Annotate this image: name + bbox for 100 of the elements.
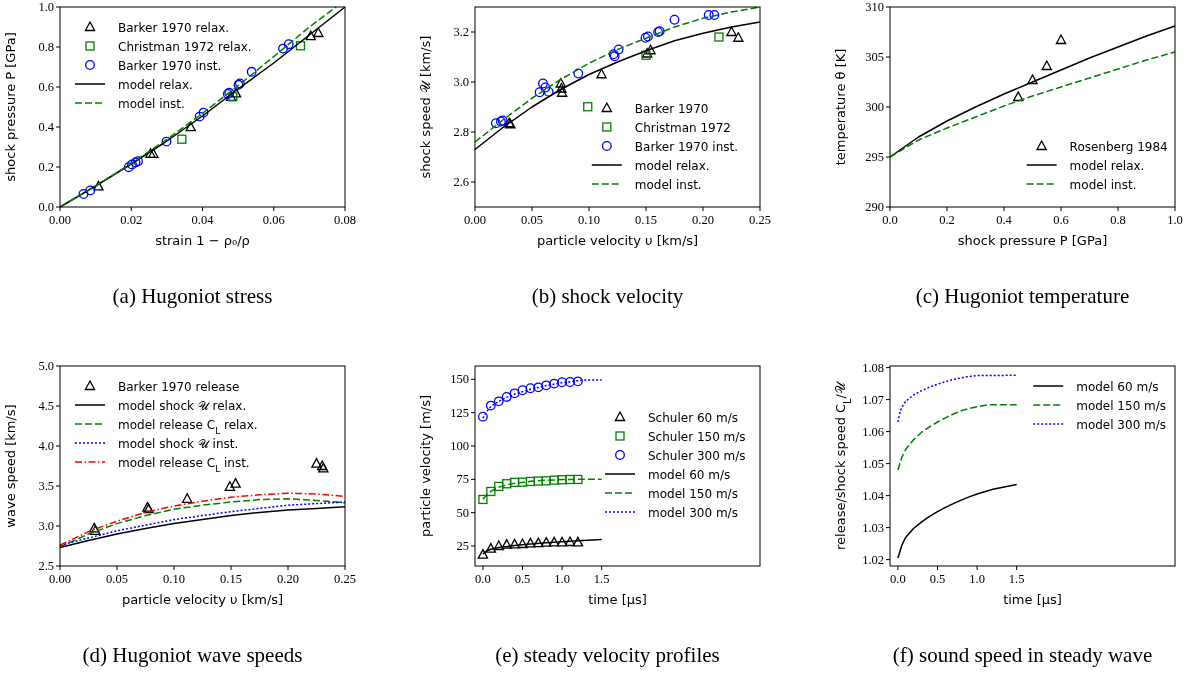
y-tick-label: 125 [450, 405, 469, 420]
y-tick-label: 100 [450, 439, 469, 453]
point [78, 189, 89, 199]
point [1027, 74, 1038, 85]
point [714, 32, 724, 42]
x-axis-title: time [μs] [588, 592, 647, 607]
y-tick-label: 4.5 [38, 399, 54, 413]
point [556, 536, 568, 547]
point [85, 185, 96, 196]
point [493, 396, 504, 407]
y-tick-label: 25 [456, 539, 469, 553]
x-tick-label: 0.04 [191, 213, 215, 227]
x-tick-label: 0.05 [521, 213, 543, 227]
legend-label: model shock 𝒰 relax. [118, 398, 247, 413]
y-tick-label: 3.2 [453, 25, 469, 39]
point [709, 10, 720, 20]
point [477, 411, 488, 422]
point [194, 111, 205, 122]
point [198, 107, 209, 118]
point [295, 41, 306, 51]
y-tick-label: 300 [865, 100, 884, 114]
y-tick-label: 0.0 [38, 200, 54, 214]
point [478, 494, 488, 505]
x-tick-label: 0.20 [692, 213, 714, 227]
y-axis-title: wave speed [km/s] [3, 404, 18, 528]
x-tick-label: 0.00 [464, 213, 486, 227]
x-tick-label: 0.15 [220, 572, 242, 586]
x-tick-label: 0.10 [578, 213, 600, 227]
y-tick-label: 3.0 [38, 519, 54, 533]
point [283, 39, 294, 50]
point [556, 87, 568, 97]
point [502, 479, 512, 489]
legend-label: Schuler 60 m/s [648, 410, 738, 425]
x-tick-label: 0.20 [277, 572, 299, 586]
point [541, 380, 552, 391]
y-tick-label: 1.04 [862, 488, 885, 503]
line-series [897, 374, 1018, 423]
text: (d) Hugoniot wave speeds [82, 643, 303, 667]
y-tick-label: 3.5 [38, 479, 54, 493]
x-tick-label: 0.0 [882, 213, 898, 227]
x-tick-label: 0.02 [120, 213, 143, 227]
point [703, 10, 714, 20]
legend-label: Barker 1970 relax. [118, 20, 230, 35]
y-tick-label: 0.6 [38, 80, 54, 94]
point [573, 68, 584, 79]
point [537, 78, 548, 89]
legend-label: model 150 m/s [1076, 398, 1167, 413]
point [509, 477, 520, 488]
point [278, 43, 288, 54]
point [726, 26, 737, 37]
x-tick-label: 0.0 [475, 572, 491, 586]
legend-label: model 300 m/s [1076, 417, 1167, 432]
point [494, 481, 504, 492]
x-tick-label: 1.0 [1167, 213, 1183, 227]
point [127, 159, 137, 170]
point [1041, 60, 1052, 71]
x-axis-title: particle velocity υ [km/s] [536, 233, 699, 248]
point [549, 378, 560, 389]
point [311, 457, 322, 468]
point [517, 538, 528, 549]
x-tick-label: 1.5 [593, 572, 610, 586]
point [543, 86, 554, 97]
point [501, 539, 512, 549]
point [477, 549, 489, 559]
point [177, 134, 187, 144]
legend-label: model relax. [634, 158, 710, 173]
legend-label: Christman 1972 [634, 120, 732, 135]
y-tick-label: 0.4 [38, 120, 55, 134]
y-axis-title: temperature θ [K] [833, 48, 848, 166]
x-tick-label: 1.0 [554, 572, 570, 586]
x-axis-title: particle velocity υ [km/s] [121, 592, 284, 607]
y-tick-label: 75 [456, 472, 469, 487]
text: (c) Hugoniot temperature [915, 284, 1130, 308]
legend-label: model shock 𝒰 inst. [118, 436, 239, 451]
y-tick-label: 2.6 [453, 175, 469, 189]
y-axis-title: shock speed 𝒰 [km/s] [418, 35, 433, 179]
legend-label: Schuler 300 m/s [648, 448, 746, 463]
point [509, 538, 520, 549]
point [669, 14, 680, 25]
point [525, 383, 536, 394]
point [549, 475, 559, 485]
x-tick-label: 0.5 [929, 572, 946, 586]
legend-label: model relax. [1069, 158, 1145, 173]
point [224, 481, 236, 491]
y-tick-label: 1.03 [862, 520, 884, 535]
point [161, 136, 172, 147]
point [509, 388, 520, 399]
legend-label: Barker 1970 release [118, 379, 240, 394]
point [1055, 34, 1067, 45]
y-tick-label: 290 [865, 200, 884, 214]
x-tick-label: 0.05 [106, 572, 128, 586]
y-tick-label: 50 [456, 505, 469, 520]
x-tick-label: 0.08 [334, 213, 356, 227]
x-tick-label: 0.4 [996, 213, 1013, 227]
point [733, 32, 744, 42]
point [501, 391, 512, 402]
point [185, 121, 196, 132]
x-tick-label: 0.06 [262, 213, 285, 227]
point [583, 102, 593, 112]
x-tick-label: 0.6 [1053, 213, 1069, 227]
